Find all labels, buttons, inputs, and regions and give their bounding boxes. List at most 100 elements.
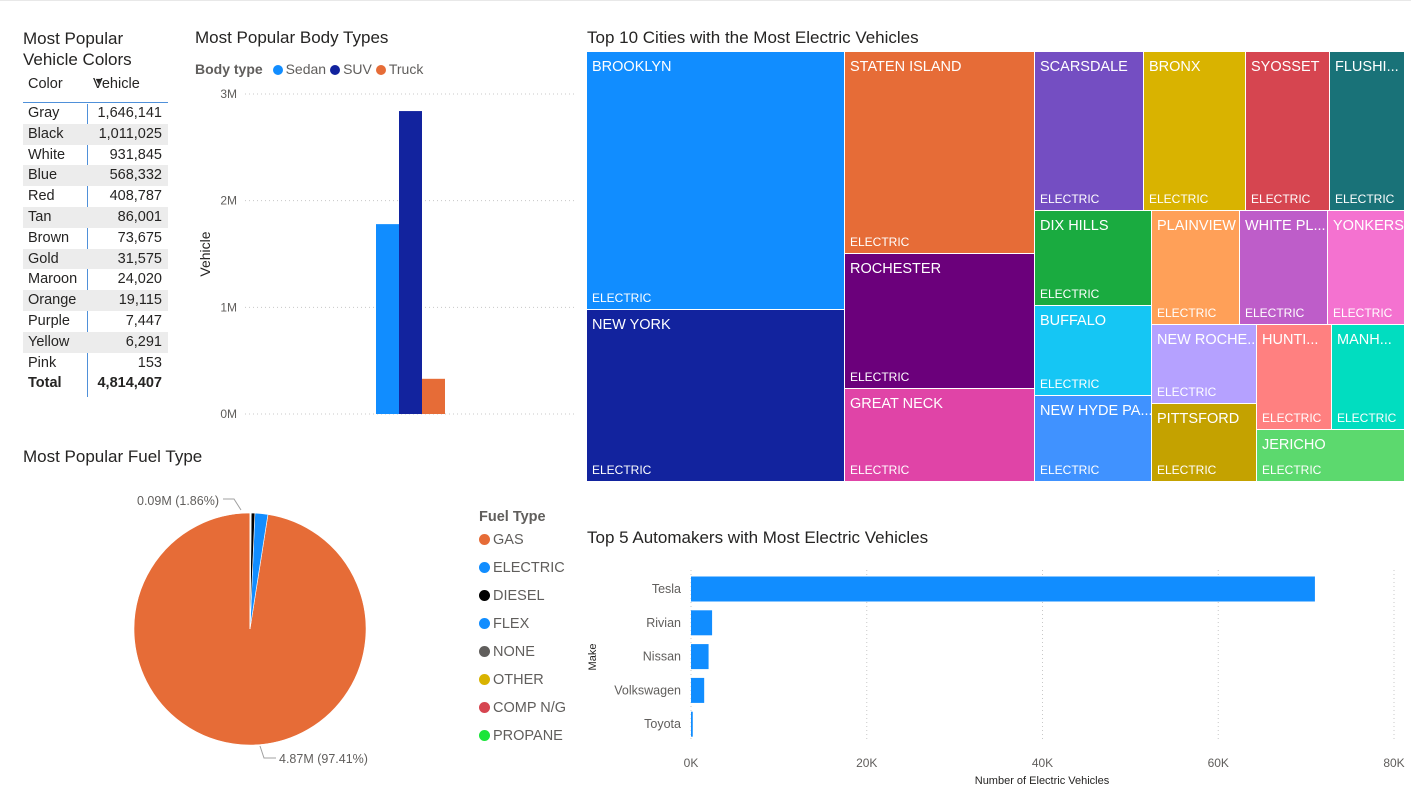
bar-truck[interactable]	[422, 378, 445, 414]
treemap-tile-bronx[interactable]: BRONX ELECTRIC	[1144, 52, 1246, 211]
fuel-legend-label: NONE	[493, 644, 535, 660]
y-tick-label: 1M	[220, 300, 237, 314]
legend-dot-icon	[479, 534, 490, 545]
fuel-legend-item[interactable]: PROPANE	[479, 727, 566, 755]
treemap-tile-plainview[interactable]: PLAINVIEW ELECTRIC	[1152, 211, 1240, 325]
treemap-tile-flushing[interactable]: FLUSHI... ELECTRIC	[1330, 52, 1405, 211]
fuel-legend-item[interactable]: NONE	[479, 643, 566, 671]
legend-dot-icon	[479, 618, 490, 629]
city-label: HUNTI...	[1262, 332, 1319, 348]
header-vehicle[interactable]: Vehicle	[93, 76, 140, 92]
treemap-tile-scarsdale[interactable]: SCARSDALE ELECTRIC	[1035, 52, 1144, 211]
fuel-type-label: ELECTRIC	[592, 463, 652, 477]
table-row[interactable]: Blue 568,332	[23, 165, 168, 187]
table-row[interactable]: Red 408,787	[23, 186, 168, 207]
pie-label-electric: 0.09M (1.86%)	[137, 494, 219, 508]
treemap-tile-hunti[interactable]: HUNTI... ELECTRIC	[1257, 325, 1332, 430]
bar-volkswagen[interactable]	[691, 677, 705, 703]
fuel-legend-item[interactable]: ELECTRIC	[479, 559, 566, 587]
treemap-tile-rochester[interactable]: ROCHESTER ELECTRIC	[845, 254, 1035, 389]
fuel-type-label: ELECTRIC	[850, 463, 910, 477]
table-row[interactable]: Yellow 6,291	[23, 331, 168, 353]
fuel-legend-label: DIESEL	[493, 588, 545, 604]
fuel-legend-item[interactable]: GAS	[479, 531, 566, 559]
legend-dot-icon	[479, 674, 490, 685]
color-name: Gray	[28, 105, 60, 121]
table-row[interactable]: Gray 1,646,141	[23, 103, 168, 124]
legend-item-suv[interactable]: SUV	[330, 61, 372, 77]
city-label: SYOSSET	[1251, 59, 1320, 75]
bar-tesla[interactable]	[691, 576, 1315, 602]
legend-dot-icon	[272, 65, 283, 75]
leader-line-electric	[223, 498, 242, 511]
category-label: Rivian	[646, 616, 681, 630]
treemap-tile-syosset[interactable]: SYOSSET ELECTRIC	[1246, 52, 1330, 211]
table-row[interactable]: Maroon 24,020	[23, 269, 168, 290]
x-tick-label: 40K	[1032, 756, 1053, 770]
city-label: GREAT NECK	[850, 396, 943, 412]
treemap-tile-pittsford[interactable]: PITTSFORD ELECTRIC	[1152, 404, 1257, 482]
treemap-tile-buffalo[interactable]: BUFFALO ELECTRIC	[1035, 306, 1152, 396]
table-row[interactable]: Pink 153	[23, 353, 168, 374]
color-name: Blue	[28, 167, 58, 184]
fuel-type-label: ELECTRIC	[1262, 463, 1322, 477]
treemap-tile-newroche[interactable]: NEW ROCHE... ELECTRIC	[1152, 325, 1257, 404]
bar-rivian[interactable]	[691, 610, 713, 636]
treemap-tile-greatneck[interactable]: GREAT NECK ELECTRIC	[845, 389, 1035, 482]
body-types-legend: Body type Sedan SUV Truck	[195, 61, 427, 77]
city-label: MANH...	[1337, 332, 1392, 348]
treemap-tile-staten[interactable]: STATEN ISLAND ELECTRIC	[845, 52, 1035, 254]
fuel-type-label: ELECTRIC	[592, 291, 652, 305]
table-row[interactable]: Brown 73,675	[23, 228, 168, 249]
automakers-title: Top 5 Automakers with Most Electric Vehi…	[587, 528, 929, 547]
legend-item-sedan[interactable]: Sedan	[272, 61, 326, 77]
cities-treemap: BROOKLYN ELECTRIC NEW YORK ELECTRIC STATEN I…	[587, 52, 1405, 482]
fuel-legend-label: ELECTRIC	[493, 560, 565, 576]
treemap-tile-brooklyn[interactable]: BROOKLYN ELECTRIC	[587, 52, 845, 310]
category-label: Tesla	[652, 582, 681, 596]
colors-table-title: Most Popular Vehicle Colors	[23, 28, 132, 70]
table-row[interactable]: Gold 31,575	[23, 248, 168, 270]
table-row[interactable]: White 931,845	[23, 145, 168, 166]
bar-nissan[interactable]	[691, 644, 709, 670]
fuel-legend-item[interactable]: DIESEL	[479, 587, 566, 615]
treemap-tile-newhyde[interactable]: NEW HYDE PA... ELECTRIC	[1035, 396, 1152, 482]
table-row[interactable]: Purple 7,447	[23, 311, 168, 332]
y-axis-label: Vehicle	[197, 231, 213, 276]
legend-dot-icon	[479, 562, 490, 573]
treemap-tile-newyork[interactable]: NEW YORK ELECTRIC	[587, 310, 845, 482]
vehicle-count: 6,291	[125, 333, 162, 350]
treemap-tile-dixhills[interactable]: DIX HILLS ELECTRIC	[1035, 211, 1152, 306]
colors-table-header[interactable]: Color Vehicle ▼	[23, 76, 168, 103]
vehicle-count: 19,115	[118, 292, 162, 309]
fuel-type-label: ELECTRIC	[1149, 192, 1209, 206]
table-row[interactable]: Tan 86,001	[23, 206, 168, 228]
table-row[interactable]: Black 1,011,025	[23, 123, 168, 145]
fuel-legend-label: OTHER	[493, 672, 544, 688]
fuel-legend-label: COMP N/G	[493, 700, 567, 716]
color-name: Gold	[28, 250, 59, 267]
treemap-tile-jericho[interactable]: JERICHO ELECTRIC	[1257, 430, 1405, 482]
city-label: BRONX	[1149, 59, 1201, 75]
bar-toyota[interactable]	[691, 711, 693, 737]
color-name: Tan	[28, 208, 52, 225]
fuel-legend-item[interactable]: FLEX	[479, 615, 566, 643]
y-axis-label: Make	[587, 644, 599, 671]
header-color[interactable]: Color	[28, 76, 63, 92]
city-label: NEW ROCHE...	[1157, 332, 1257, 348]
bar-sedan[interactable]	[376, 224, 399, 414]
legend-dot-icon	[479, 590, 490, 601]
city-label: BROOKLYN	[592, 59, 672, 75]
table-row[interactable]: Orange 19,115	[23, 290, 168, 311]
legend-item-truck[interactable]: Truck	[375, 61, 423, 77]
fuel-legend-item[interactable]: COMP N/G	[479, 699, 566, 727]
automakers-chart: 0K 20K 40K 60K 80K Number of Electric Vehicle…	[587, 570, 1405, 787]
fuel-legend-item[interactable]: OTHER	[479, 671, 566, 699]
bar-suv[interactable]	[399, 111, 422, 415]
fuel-type-label: ELECTRIC	[1333, 306, 1393, 320]
city-label: STATEN ISLAND	[850, 59, 962, 75]
sort-descending-icon[interactable]: ▼	[94, 76, 103, 86]
treemap-tile-manh[interactable]: MANH... ELECTRIC	[1332, 325, 1405, 430]
treemap-tile-yonkers[interactable]: YONKERS ELECTRIC	[1328, 211, 1405, 325]
treemap-tile-whiteplains[interactable]: WHITE PL... ELECTRIC	[1240, 211, 1328, 325]
